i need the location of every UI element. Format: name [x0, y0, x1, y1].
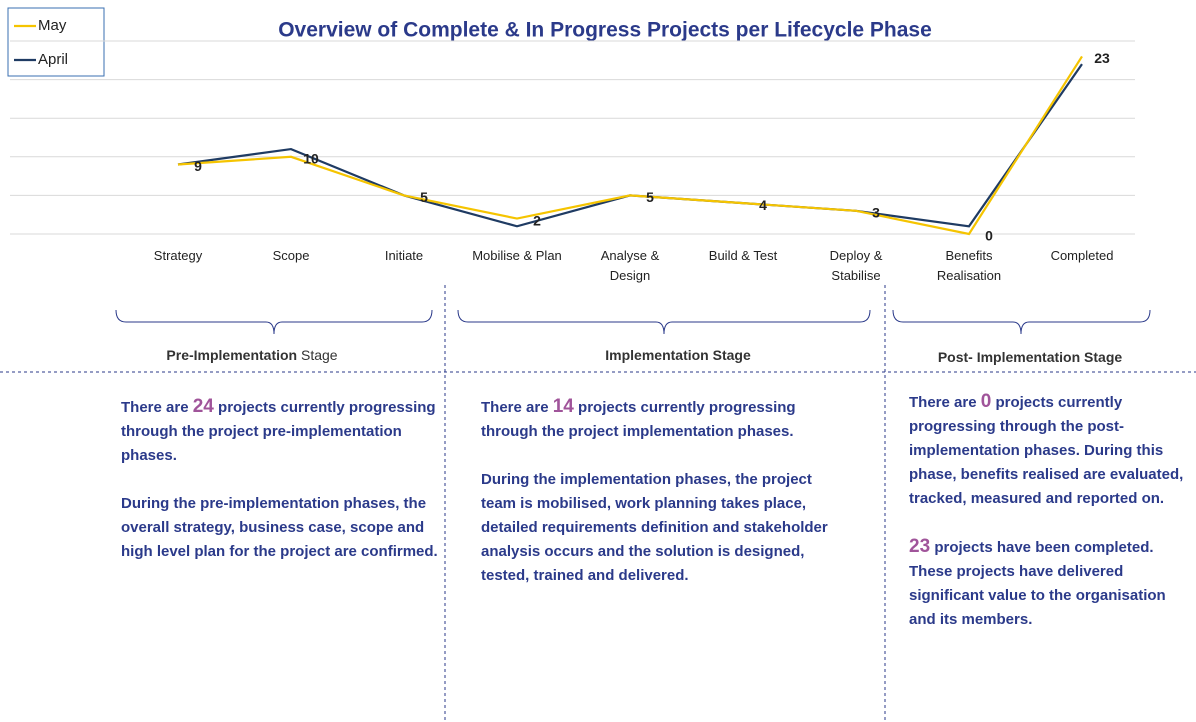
- data-label: 5: [420, 189, 428, 205]
- paragraph: There are 24 projects currently progress…: [121, 395, 446, 468]
- stage-label: Post- Implementation Stage: [937, 349, 1123, 365]
- data-label: 10: [303, 151, 319, 167]
- paragraph: During the implementation phases, the pr…: [481, 471, 828, 584]
- data-label: 5: [646, 189, 654, 205]
- data-label: 2: [533, 212, 541, 228]
- count: 24: [192, 396, 214, 417]
- stage-text: There are 24 projects currently progress…: [121, 395, 446, 588]
- stage-label: Implementation Stage: [605, 347, 751, 363]
- stage-label: Pre-Implementation Stage: [166, 347, 337, 363]
- data-label: 9: [194, 158, 202, 174]
- text: projects have been completed. These proj…: [909, 539, 1166, 628]
- x-tick-label: Benefits Realisation: [936, 248, 1002, 283]
- series-line: [177, 55, 1083, 236]
- legend-label: April: [38, 51, 68, 68]
- data-label: 0: [985, 228, 993, 244]
- text: projects currently progressing through t…: [481, 399, 796, 440]
- bracket: [892, 309, 1151, 335]
- data-label: 23: [1094, 50, 1110, 66]
- data-label: 4: [759, 197, 767, 213]
- count: 14: [552, 396, 574, 417]
- x-tick-label: Analyse & Design: [600, 248, 660, 283]
- text: There are: [121, 399, 189, 416]
- stage-text: There are 0 projects currently progressi…: [909, 390, 1189, 656]
- x-tick-label: Build & Test: [708, 248, 778, 263]
- count: 23: [909, 536, 931, 557]
- text: projects currently progressing through t…: [121, 399, 436, 464]
- bracket: [457, 309, 871, 335]
- text: projects currently progressing through t…: [909, 394, 1184, 507]
- x-tick-label: Scope: [272, 248, 310, 263]
- chart-title: Overview of Complete & In Progress Proje…: [278, 19, 932, 42]
- x-tick-label: Mobilise & Plan: [472, 248, 562, 263]
- legend-label: May: [38, 17, 67, 34]
- x-tick-label: Strategy: [153, 248, 203, 263]
- x-tick-label: Deploy & Stabilise: [829, 248, 883, 283]
- text: There are: [909, 394, 977, 411]
- paragraph: There are 14 projects currently progress…: [481, 395, 846, 444]
- data-label: 3: [872, 205, 880, 221]
- paragraph: 23 projects have been completed. These p…: [909, 535, 1189, 632]
- count: 0: [980, 391, 992, 412]
- stage-text: There are 14 projects currently progress…: [481, 395, 846, 612]
- stage-rest: Stage: [301, 347, 338, 363]
- paragraph: There are 0 projects currently progressi…: [909, 390, 1189, 511]
- stage-bold: Pre-Implementation: [166, 347, 298, 363]
- paragraph: During the pre-implementation phases, th…: [121, 495, 438, 560]
- bracket: [115, 309, 433, 335]
- series-line: [177, 63, 1083, 228]
- x-tick-label: Completed: [1050, 248, 1114, 263]
- text: There are: [481, 399, 549, 416]
- legend-box: [7, 7, 105, 77]
- x-tick-label: Initiate: [384, 248, 424, 263]
